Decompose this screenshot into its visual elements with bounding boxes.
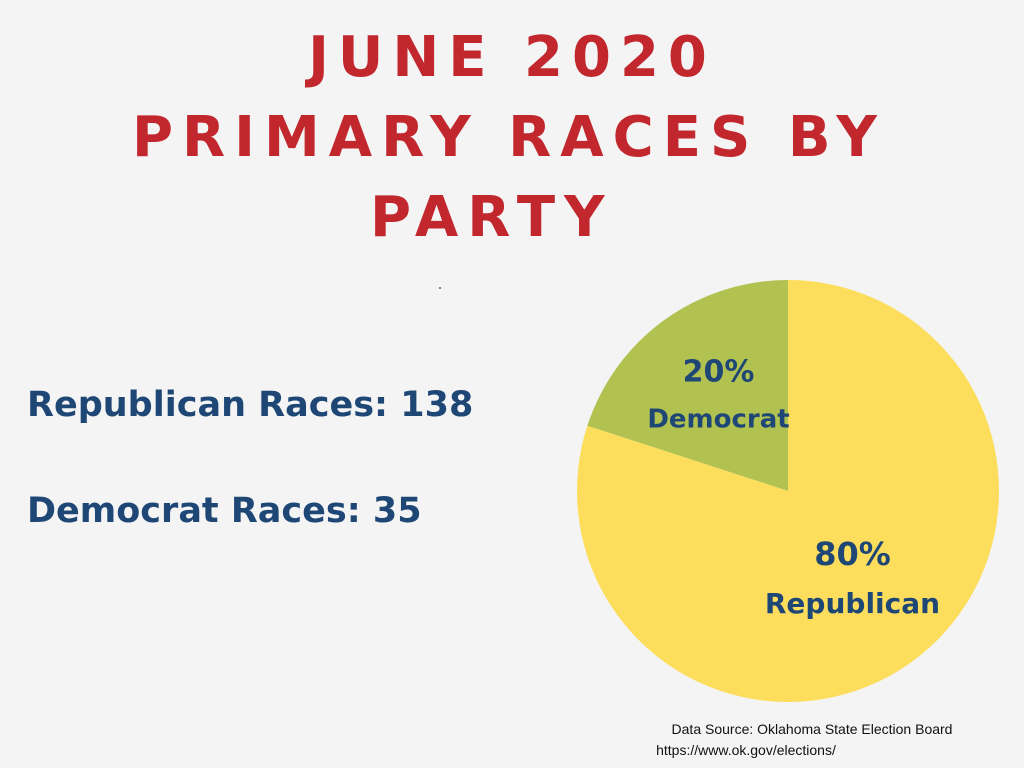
pie-label-republican-name: Republican xyxy=(765,587,940,620)
title-line-3: PARTY xyxy=(370,185,614,250)
title-line-2: PRIMARY RACES BY xyxy=(132,105,886,170)
republican-races-stat: Republican Races: 138 xyxy=(27,385,474,425)
pie-label-democrat-name: Democrat xyxy=(647,404,789,434)
data-source: Data Source: Oklahoma State Election Boa… xyxy=(671,721,953,737)
pie-slices xyxy=(577,280,1000,702)
pie-slice-republican xyxy=(577,280,1000,702)
pie-labels: 20% Democrat 80% Republican xyxy=(647,354,940,619)
pie-label-republican-percent: 80% xyxy=(814,535,891,573)
decorative-dot xyxy=(439,287,441,289)
pie-slice-democrat xyxy=(587,280,788,491)
pie-label-democrat-percent: 20% xyxy=(683,354,755,389)
title-line-1: JUNE 2020 xyxy=(308,25,716,90)
democrat-races-stat: Democrat Races: 35 xyxy=(27,491,422,531)
data-source-url[interactable]: https://www.ok.gov/elections/ xyxy=(656,742,836,758)
